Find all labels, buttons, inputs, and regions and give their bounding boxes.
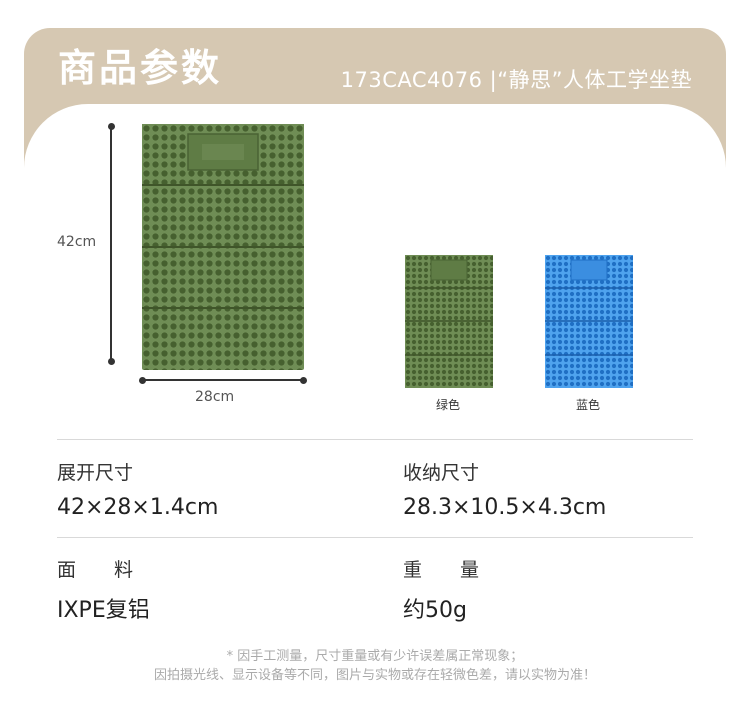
height-dimension-line (107, 123, 115, 365)
mat-swatch-blue (545, 255, 633, 388)
mat-swatch-green (405, 255, 493, 388)
spec-label-material: 面 料 (57, 559, 134, 581)
mat-image-large (142, 124, 304, 370)
spec-value-weight: 约50g (403, 598, 467, 623)
color-label-green: 绿色 (436, 398, 461, 412)
spec-label-unfolded: 展开尺寸 (57, 462, 134, 484)
width-label: 28cm (195, 389, 235, 405)
note-color-difference: 因拍摄光线、显示设备等不同，图片与实物或存在轻微色差，请以实物为准！ (153, 668, 596, 683)
content-card (24, 104, 726, 721)
color-label-blue: 蓝色 (576, 398, 601, 412)
spec-value-folded: 28.3×10.5×4.3cm (403, 495, 607, 520)
spec-label-weight: 重 量 (403, 559, 480, 581)
spec-value-material: IXPE复铝 (57, 598, 150, 623)
page-title: 商品参数 (58, 46, 223, 90)
divider-top (57, 439, 693, 440)
height-label: 42cm (57, 234, 97, 250)
note-measurement: * 因手工测量，尺寸重量或有少许误差属正常现象； (226, 649, 524, 664)
width-dimension-line (139, 376, 307, 384)
divider-middle (57, 537, 693, 538)
product-subtitle: 173CAC4076 |“静思”人体工学坐垫 (340, 68, 692, 92)
spec-value-unfolded: 42×28×1.4cm (57, 495, 219, 520)
spec-label-folded: 收纳尺寸 (403, 462, 480, 484)
camel-logo (202, 144, 244, 160)
